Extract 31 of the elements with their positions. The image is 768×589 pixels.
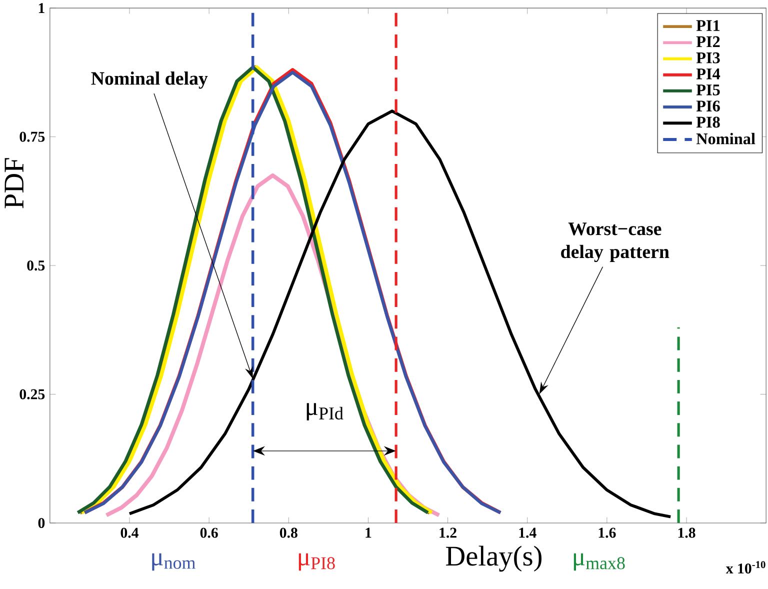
legend-label: PI4 bbox=[696, 68, 720, 80]
x-tick-label: 0.6 bbox=[200, 528, 218, 538]
legend-label: Nominal bbox=[696, 132, 756, 144]
annotation: Worst−case delay pattern bbox=[561, 222, 670, 262]
y-tick-label: 0.25 bbox=[20, 389, 45, 400]
legend-label: PI8 bbox=[696, 116, 720, 128]
legend-label: PI2 bbox=[696, 36, 720, 48]
x-tick-label: 0.4 bbox=[120, 528, 138, 538]
annotation: μ$_{nom}$ bbox=[152, 553, 196, 571]
x-axis-title: Delay(s) bbox=[446, 546, 542, 572]
annotation: Nominal delay bbox=[91, 72, 208, 89]
legend-label: PI6 bbox=[696, 100, 720, 112]
x-tick-label: 1 bbox=[366, 528, 372, 538]
y-tick-label: 1 bbox=[38, 3, 44, 13]
y-tick-label: 0 bbox=[38, 518, 45, 528]
x-tick-label: 1.6 bbox=[598, 528, 616, 538]
x-tick-label: 0.8 bbox=[280, 528, 298, 538]
annotation: μ$_{PI8}$ bbox=[298, 553, 335, 571]
annotation: μ$_{PId}$ bbox=[306, 403, 344, 420]
line-series bbox=[128, 110, 672, 518]
legend-label: PI5 bbox=[696, 84, 720, 96]
y-tick-label: 0.75 bbox=[20, 132, 45, 142]
y-axis-title: PDF bbox=[4, 158, 24, 208]
legend-label: PI1 bbox=[696, 20, 720, 31]
x-tick-label: 1.4 bbox=[519, 528, 536, 538]
legend-label: PI3 bbox=[696, 52, 720, 64]
x-tick-label: 1.2 bbox=[440, 528, 456, 538]
x-tick-label: 1.8 bbox=[678, 528, 696, 538]
annotation: μ$_{max8}$ bbox=[574, 553, 625, 571]
y-tick-label: 0.5 bbox=[27, 260, 45, 271]
text: x 10$^{-10}$ bbox=[726, 561, 766, 574]
